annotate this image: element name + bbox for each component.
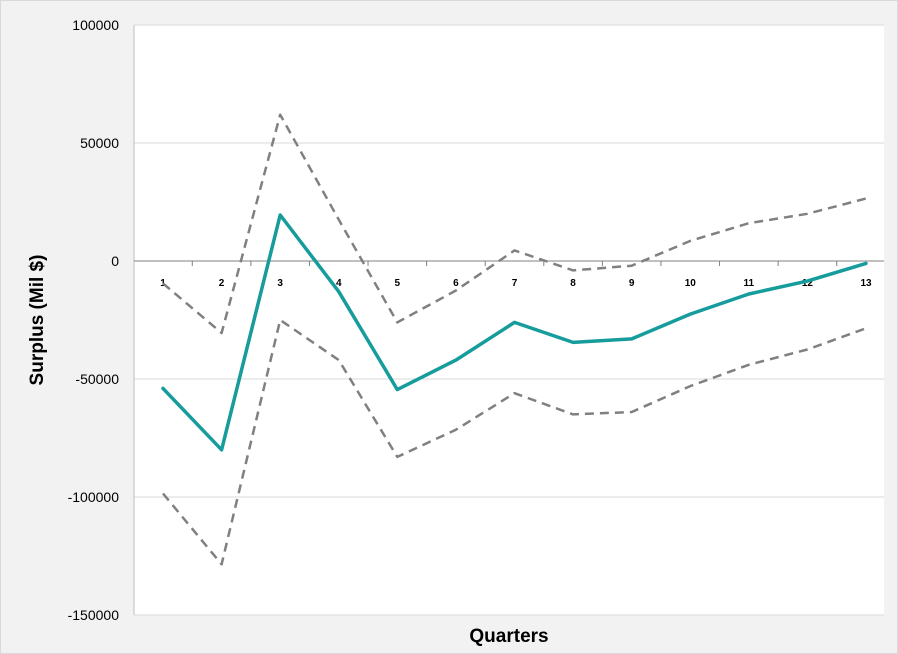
x-tick-label: 2 (219, 278, 225, 289)
dashed-series-line (162, 113, 867, 335)
y-tick-labels: 100000 50000 0 -50000 -100000 -150000 (68, 17, 120, 623)
solid-series-line (161, 213, 868, 452)
x-tick-label: 4 (336, 278, 342, 289)
y-tick-label: 100000 (72, 17, 119, 33)
dashed-series-line (162, 318, 867, 566)
x-tick-label: 3 (277, 278, 283, 289)
y-tick-label: 50000 (80, 135, 119, 151)
y-axis-title: Surplus (Mil $) (27, 255, 48, 386)
y-tick-label: -150000 (68, 607, 120, 623)
x-tick-label: 13 (860, 278, 872, 289)
plot-area (134, 25, 884, 615)
x-tick-label: 11 (744, 278, 755, 289)
x-tick-label: 7 (512, 278, 518, 289)
y-tick-label: 0 (111, 253, 119, 269)
x-tick-label: 9 (629, 278, 635, 289)
x-tick-label: 5 (395, 278, 401, 289)
x-axis-title: Quarters (469, 626, 548, 647)
x-tick-label: 8 (570, 278, 576, 289)
x-axis (134, 260, 884, 266)
y-tick-label: -50000 (75, 371, 119, 387)
series-lines (161, 113, 868, 566)
x-tick-label: 10 (685, 278, 697, 289)
y-tick-label: -100000 (68, 489, 120, 505)
x-tick-label: 6 (453, 278, 459, 289)
x-tick-label: 12 (802, 278, 814, 289)
